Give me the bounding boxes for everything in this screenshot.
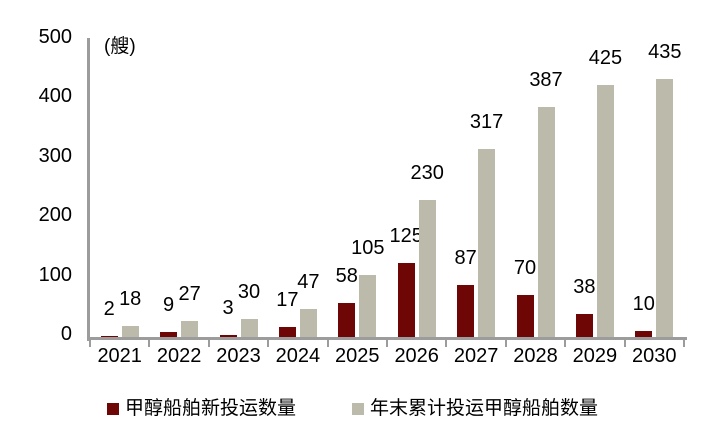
x-axis-category-label: 2030 [632, 345, 677, 367]
x-axis-tick [267, 340, 270, 347]
y-axis-tick-label: 100 [38, 263, 72, 286]
bar-value-label: 387 [529, 69, 563, 92]
bar-cumulative-ships [240, 319, 258, 337]
x-axis-category-label: 2029 [572, 345, 618, 367]
bar-new-ships [219, 335, 237, 337]
bar-value-label: 425 [588, 46, 623, 69]
x-axis-category-label: 2023 [216, 345, 261, 367]
bar-value-label: 47 [297, 271, 320, 294]
bar-cumulative-ships [656, 78, 674, 337]
y-axis-tick-label: 0 [60, 323, 72, 345]
x-axis-tick [564, 340, 567, 347]
bar-cumulative-ships [478, 148, 496, 337]
x-axis-category-label: 2024 [275, 345, 321, 367]
bar-value-label: 27 [178, 282, 201, 305]
y-axis-tick-label: 500 [38, 26, 72, 48]
x-axis-tick [326, 340, 329, 347]
bar-value-label: 10 [632, 293, 655, 316]
bar-value-label: 435 [648, 40, 682, 63]
bar-cumulative-ships [359, 274, 377, 337]
x-axis-tick [504, 340, 507, 347]
x-axis-line [87, 337, 687, 340]
bar-new-ships [575, 314, 593, 337]
bar-new-ships [160, 331, 178, 337]
bar-value-label: 3 [222, 297, 234, 320]
x-axis-tick [445, 340, 448, 347]
y-axis-line [87, 38, 90, 341]
legend-item-cumulative-ships: 年末累计投运甲醇船舶数量 [352, 398, 598, 420]
bar-value-label: 18 [119, 288, 142, 311]
bar-cumulative-ships [596, 84, 614, 337]
x-axis-category-label: 2021 [97, 345, 142, 367]
bar-cumulative-ships [181, 320, 199, 337]
bar-new-ships [516, 295, 534, 337]
bar-value-label: 317 [469, 110, 504, 133]
x-axis-tick [207, 340, 210, 347]
bar-value-label: 230 [410, 162, 444, 185]
legend-swatch [352, 403, 364, 415]
x-axis-category-label: 2022 [156, 345, 202, 367]
x-axis-category-label: 2026 [394, 345, 439, 367]
bar-value-label: 58 [335, 264, 358, 287]
bar-value-label: 30 [237, 281, 261, 304]
x-axis-tick [683, 340, 685, 347]
bar-cumulative-ships [537, 107, 555, 337]
bar-new-ships [100, 335, 118, 337]
bar-new-ships [635, 331, 653, 337]
bar-value-label: 87 [454, 247, 477, 270]
x-axis-category-label: 2028 [513, 345, 558, 367]
legend-label: 年末累计投运甲醇船舶数量 [370, 398, 599, 419]
bar-cumulative-ships [121, 326, 139, 337]
bar-value-label: 17 [276, 288, 299, 311]
x-axis-tick [386, 340, 388, 347]
bar-new-ships [457, 285, 475, 337]
x-axis-category-label: 2025 [335, 345, 380, 367]
bar-value-label: 2 [103, 297, 115, 320]
bar-new-ships [338, 302, 356, 337]
bar-new-ships [278, 326, 296, 337]
legend: 甲醇船舶新投运数量 年末累计投运甲醇船舶数量 [0, 398, 705, 420]
y-axis-tick-label: 400 [38, 85, 72, 108]
legend-item-new-ships: 甲醇船舶新投运数量 [106, 398, 296, 420]
bar-cumulative-ships [418, 200, 436, 337]
bar-value-label: 9 [163, 293, 175, 316]
bar-value-label: 38 [573, 276, 596, 299]
y-axis-unit-label: (艘) [104, 36, 136, 57]
legend-swatch [106, 403, 119, 415]
y-axis-tick-label: 200 [38, 204, 72, 227]
bar-value-label: 105 [351, 236, 385, 259]
bar-value-label: 70 [513, 257, 537, 280]
bar-new-ships [397, 262, 415, 337]
y-axis-tick-label: 300 [38, 144, 72, 167]
x-axis-category-label: 2027 [453, 345, 499, 367]
bar-value-label: 125 [389, 224, 423, 247]
x-axis-tick [89, 340, 91, 347]
legend-label: 甲醇船舶新投运数量 [124, 398, 296, 419]
x-axis-tick [148, 340, 151, 347]
x-axis-tick [623, 340, 626, 347]
bar-cumulative-ships [299, 309, 317, 337]
